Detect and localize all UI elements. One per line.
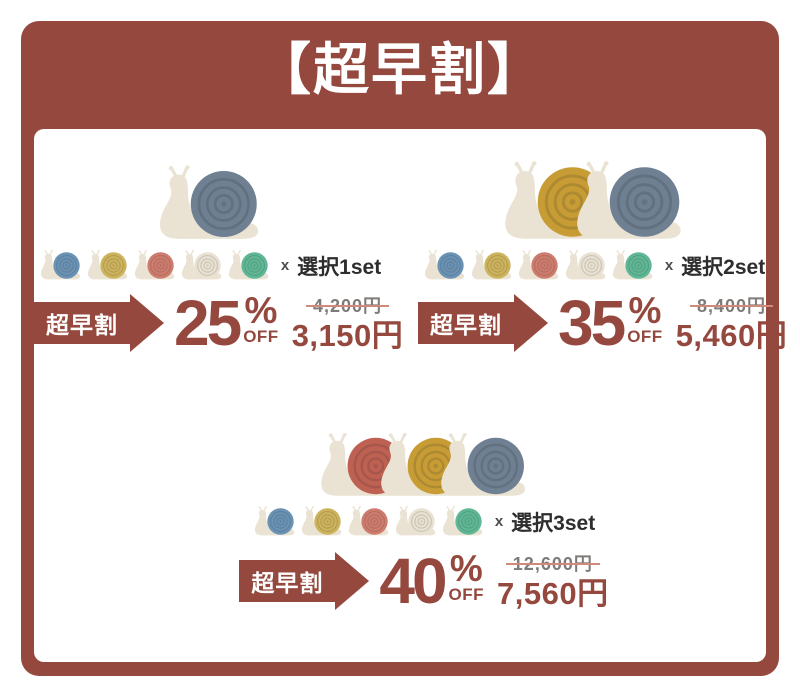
- mini-snail-blue-icon: [423, 250, 467, 281]
- original-price: 4,200円: [305, 292, 390, 318]
- promo-title: 【超早割】: [255, 38, 545, 101]
- mini-snail-yellow-icon: [470, 250, 514, 281]
- percent-sign: %: [628, 289, 662, 331]
- price-row: 超早割 40 % OFF 12,600円 7,560円: [214, 544, 634, 617]
- early-bird-arrow: 超早割: [239, 560, 336, 602]
- early-bird-label: 超早割: [46, 312, 118, 338]
- discount-percent: 25: [174, 286, 242, 359]
- early-bird-label: 超早割: [430, 312, 502, 338]
- off-label: OFF: [243, 327, 279, 347]
- product-image-1set: [34, 143, 386, 243]
- mini-snail-row: x 選択1set: [34, 250, 386, 281]
- mini-snail-cream-icon: [394, 506, 438, 537]
- offer-block-2set: x 選択2set 超早割 35 % OFF 8,400: [418, 143, 787, 359]
- mini-snail-green-icon: [441, 506, 485, 537]
- mini-snail-cream-icon: [564, 250, 608, 281]
- price-row: 超早割 25 % OFF 4,200円 3,150円: [34, 286, 432, 359]
- discount-percent-group: 25 % OFF: [174, 286, 279, 359]
- price-group: 12,600円 7,560円: [497, 550, 609, 612]
- discount-percent-group: 40 % OFF: [379, 544, 485, 617]
- off-label: OFF: [448, 585, 485, 605]
- snail-blue-icon: [155, 165, 265, 243]
- sale-price: 7,560円: [497, 576, 609, 612]
- sale-price: 3,150円: [291, 318, 404, 354]
- price-group: 4,200円 3,150円: [292, 292, 404, 354]
- snail-blue-icon: [437, 433, 531, 499]
- offer-block-1set: x 選択1set 超早割 25 % OFF 4,200: [34, 143, 432, 359]
- percent-sign: %: [449, 547, 483, 589]
- sale-price: 5,460円: [675, 318, 788, 354]
- set-size-label: 選択2set: [681, 255, 766, 279]
- mini-snail-cream-icon: [180, 250, 224, 281]
- mini-snail-red-icon: [517, 250, 561, 281]
- multiplier-label: x: [664, 257, 674, 274]
- product-image-3set: [214, 405, 634, 499]
- discount-percent: 35: [558, 286, 626, 359]
- mini-snail-row: x 選択2set: [418, 250, 770, 281]
- set-size-label: 選択1set: [297, 255, 382, 279]
- multiplier-label: x: [494, 513, 504, 530]
- discount-percent-group: 35 % OFF: [558, 286, 663, 359]
- mini-snail-green-icon: [611, 250, 655, 281]
- multiplier-label: x: [280, 257, 290, 274]
- original-price: 12,600円: [505, 550, 600, 576]
- off-label: OFF: [627, 327, 663, 347]
- promo-frame: 【超早割】 x 選択1set 超早割: [21, 21, 787, 676]
- content-panel: x 選択1set 超早割 25 % OFF 4,200: [34, 129, 787, 662]
- original-price: 8,400円: [689, 292, 774, 318]
- discount-percent: 40: [379, 544, 447, 617]
- mini-snail-green-icon: [227, 250, 271, 281]
- mini-snail-red-icon: [347, 506, 391, 537]
- mini-snail-red-icon: [133, 250, 177, 281]
- mini-snail-blue-icon: [39, 250, 83, 281]
- mini-snail-blue-icon: [253, 506, 297, 537]
- snail-blue-icon: [572, 161, 688, 243]
- mini-snail-yellow-icon: [86, 250, 130, 281]
- mini-snail-row: x 選択3set: [214, 506, 634, 537]
- early-bird-label: 超早割: [251, 570, 324, 596]
- offer-block-3set: x 選択3set 超早割 40 % OFF 12,60: [214, 405, 634, 617]
- early-bird-arrow: 超早割: [34, 302, 130, 344]
- set-size-label: 選択3set: [511, 511, 596, 535]
- mini-snail-yellow-icon: [300, 506, 344, 537]
- percent-sign: %: [244, 289, 278, 331]
- price-group: 8,400円 5,460円: [676, 292, 788, 354]
- product-image-2set: [418, 143, 770, 243]
- early-bird-arrow: 超早割: [418, 302, 514, 344]
- price-row: 超早割 35 % OFF 8,400円 5,460円: [418, 286, 787, 359]
